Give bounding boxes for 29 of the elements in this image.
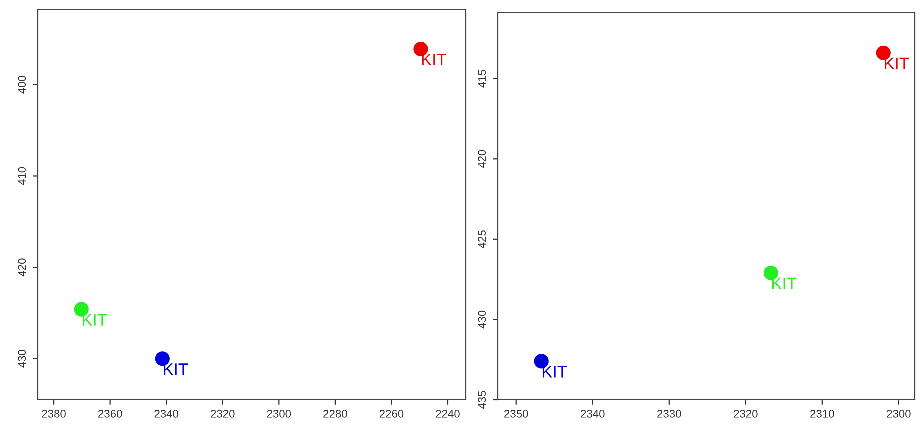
x-tick-label: 2350 [504, 410, 528, 418]
y-tick-label: 400 [18, 76, 26, 94]
x-tick-label: 2360 [98, 410, 122, 418]
y-tick-label: 430 [478, 310, 486, 329]
x-tick-label: 2340 [154, 410, 179, 418]
annotation: KIT [542, 366, 568, 378]
x-tick-label: 2320 [734, 410, 758, 418]
x-tick-label: 2380 [42, 410, 66, 418]
x-tick-label: 2340 [581, 410, 605, 418]
x-tick-label: 2240 [436, 410, 460, 418]
annotation: KIT [422, 54, 447, 66]
x-tick-label: 2300 [267, 410, 292, 418]
y-tick-label: 420 [478, 150, 486, 168]
annotation: KIT [164, 364, 188, 376]
y-tick-label: 435 [478, 391, 486, 410]
y-tick-label: 430 [18, 350, 26, 368]
y-tick-label: 420 [18, 258, 26, 277]
annotation: KIT [82, 314, 108, 326]
x-tick-label: 2280 [324, 410, 348, 418]
x-tick-label: 2300 [887, 410, 911, 418]
x-tick-label: 2330 [658, 410, 682, 418]
annotation: KIT [884, 58, 910, 70]
x-tick-label: 2320 [211, 410, 235, 418]
x-tick-label: 2310 [810, 410, 834, 418]
y-tick-label: 425 [478, 230, 486, 248]
y-tick-label: 410 [18, 167, 26, 186]
y-tick-label: 415 [478, 70, 486, 88]
x-tick-label: 2260 [380, 410, 404, 418]
annotation: KIT [772, 278, 797, 290]
